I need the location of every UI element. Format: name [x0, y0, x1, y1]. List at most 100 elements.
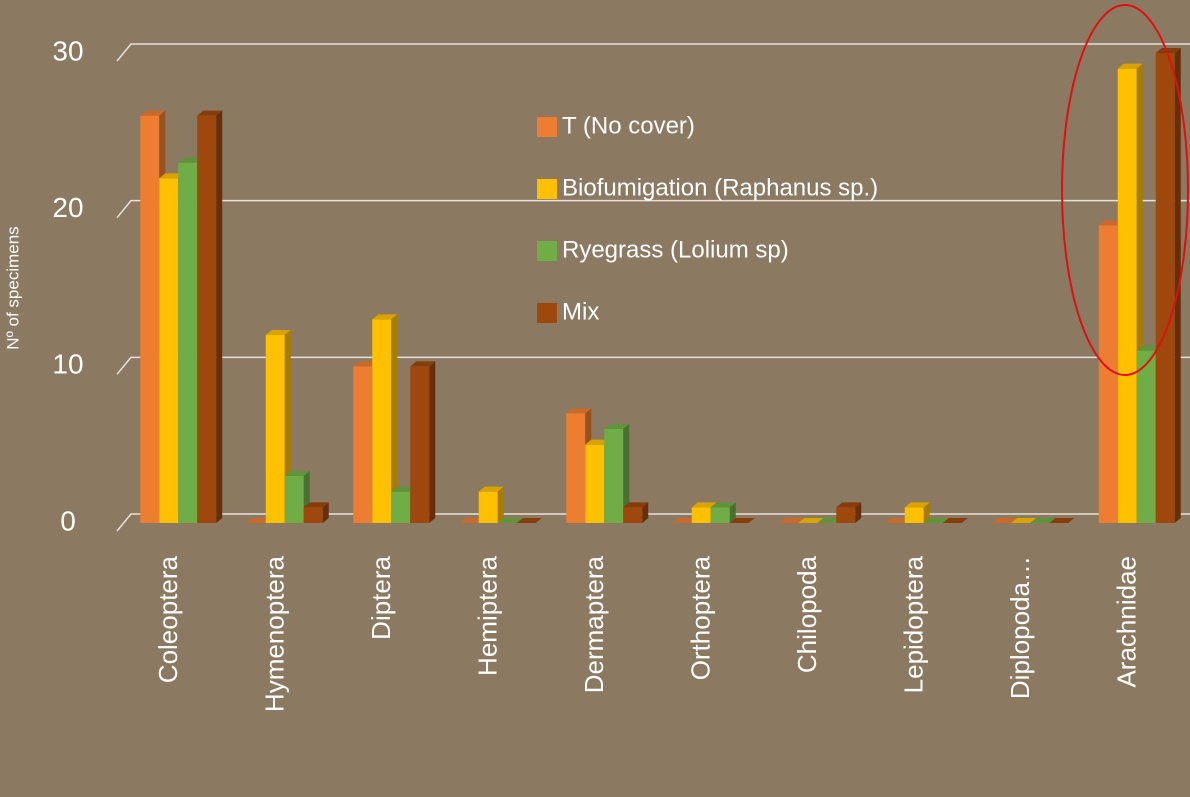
bar-group	[623, 502, 649, 523]
x-tick-label: Diplopoda…	[1005, 556, 1035, 699]
bar	[904, 507, 924, 523]
bar-top	[604, 424, 630, 429]
bar-top	[885, 518, 911, 523]
bar	[585, 444, 605, 523]
bar-top	[478, 486, 504, 492]
bar-top	[691, 502, 717, 508]
legend-label: T (No cover)	[562, 112, 695, 139]
bar-top	[246, 518, 272, 523]
bar-side	[322, 502, 329, 523]
bar	[1155, 53, 1175, 523]
bar-group	[1030, 518, 1056, 523]
bar-top	[1049, 518, 1075, 523]
bar	[197, 115, 217, 524]
bar-top	[140, 110, 166, 116]
bar-group	[836, 502, 862, 523]
bar-group	[604, 424, 630, 523]
bar-group	[904, 502, 930, 523]
bar	[410, 366, 430, 523]
bar	[372, 319, 392, 523]
bar-top	[1117, 63, 1143, 69]
grid-line	[116, 356, 1190, 375]
bar-top	[516, 518, 542, 523]
bar-group	[410, 361, 436, 523]
bar	[353, 366, 373, 523]
bar-top	[159, 173, 185, 179]
legend-label: Mix	[562, 298, 599, 325]
bar-top	[284, 471, 310, 476]
bar-top	[904, 502, 930, 508]
bar-group	[478, 486, 504, 523]
x-tick-label: Diptera	[366, 555, 396, 639]
bar	[836, 507, 856, 523]
bar-top	[798, 518, 824, 523]
bar-group	[497, 518, 523, 523]
legend-swatch	[537, 179, 557, 199]
y-axis-label: Nº of specimens	[3, 226, 22, 349]
bar	[303, 507, 323, 523]
bar-group	[372, 314, 398, 523]
bar-top	[923, 518, 949, 523]
bar-top	[1136, 345, 1162, 351]
bar-group	[459, 518, 485, 523]
bar-side	[623, 424, 630, 523]
x-tick-label: Dermaptera	[579, 555, 609, 693]
bar	[710, 507, 730, 523]
x-tick-label: Hemiptera	[473, 555, 503, 675]
bar-side	[1174, 48, 1181, 523]
bar	[159, 178, 179, 524]
x-tick-label: Arachnidae	[1112, 556, 1142, 688]
bar	[604, 429, 624, 523]
bar-top	[1030, 518, 1056, 523]
bar-top	[178, 157, 204, 163]
bar-side	[216, 110, 223, 524]
bar-group	[779, 518, 805, 523]
x-tick-label: Chilopoda	[792, 555, 822, 673]
bar-top	[566, 408, 592, 414]
bar-group	[710, 502, 736, 523]
bar-group	[516, 518, 542, 523]
bar	[284, 476, 304, 523]
bar-top	[992, 518, 1018, 523]
bar-group	[1049, 518, 1075, 523]
grid-line	[116, 43, 1190, 62]
legend-swatch	[537, 117, 557, 137]
legend-swatch	[537, 241, 557, 261]
bar-group	[672, 518, 698, 523]
bar-top	[942, 518, 968, 523]
y-tick-label: 20	[52, 192, 83, 223]
bar-top	[353, 361, 379, 367]
bar	[691, 507, 711, 523]
highlight-ellipse	[1061, 4, 1189, 376]
bar-top	[585, 439, 611, 445]
bar-group	[942, 518, 968, 523]
bar-side	[642, 502, 649, 523]
bar-side	[497, 486, 504, 523]
bar	[623, 507, 643, 523]
bar-top	[672, 518, 698, 523]
bar-top	[410, 361, 436, 367]
x-tick-label: Hymenoptera	[260, 555, 290, 712]
bar	[265, 335, 285, 523]
bar-top	[372, 314, 398, 320]
bar-group	[817, 518, 843, 523]
y-tick-label: 30	[52, 35, 83, 66]
bar-top	[779, 518, 805, 523]
bar-group	[798, 518, 824, 523]
bar-top	[623, 502, 649, 508]
bar	[178, 162, 198, 523]
bar-side	[923, 502, 930, 523]
bar	[391, 491, 411, 523]
bar-group	[729, 518, 755, 523]
bar	[1136, 350, 1156, 523]
bar	[566, 413, 586, 523]
bar-top	[1011, 518, 1037, 523]
bar-top	[265, 330, 291, 335]
y-tick-label: 10	[52, 349, 83, 380]
bar-top	[303, 502, 329, 508]
grid-line	[116, 199, 1190, 219]
bar-top	[836, 502, 862, 508]
bar-group	[197, 110, 223, 524]
bar-group	[246, 518, 272, 523]
